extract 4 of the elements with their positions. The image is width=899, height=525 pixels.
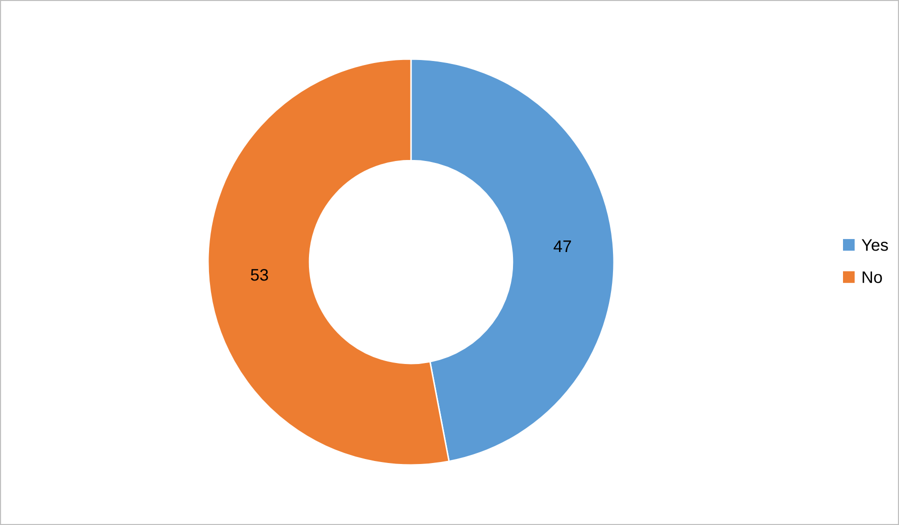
legend-label: No (862, 271, 882, 284)
data-label: 53 (250, 268, 268, 281)
legend-label: Yes (862, 239, 888, 251)
data-label: 47 (554, 240, 571, 252)
